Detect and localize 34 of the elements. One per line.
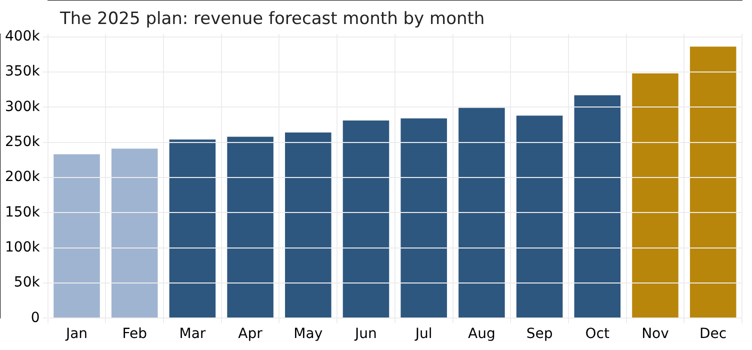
- bar: [342, 120, 390, 318]
- y-tick-label: 150k: [4, 204, 41, 220]
- x-tick-label: Apr: [238, 326, 263, 342]
- x-tick-label: Aug: [468, 326, 496, 342]
- bar: [400, 118, 447, 318]
- bar: [169, 140, 216, 318]
- y-tick-label: 0: [30, 310, 40, 326]
- x-tick-label: Mar: [179, 326, 206, 342]
- x-tick-label: Jul: [414, 326, 432, 342]
- bar: [285, 132, 332, 318]
- bar: [111, 148, 158, 318]
- chart-title: The 2025 plan: revenue forecast month by month: [60, 9, 485, 29]
- bar: [632, 73, 678, 318]
- x-tick-label: Oct: [585, 326, 610, 342]
- x-tick-label: Nov: [642, 326, 669, 342]
- y-tick-label: 50k: [14, 274, 41, 291]
- bar: [54, 154, 100, 318]
- bar: [227, 136, 274, 318]
- x-tick-label: May: [294, 326, 323, 342]
- x-tick-label: Jun: [354, 326, 377, 342]
- bar: [458, 108, 505, 318]
- y-tick-label: 250k: [4, 134, 41, 150]
- y-tick-label: 350k: [4, 64, 41, 80]
- y-tick-label: 200k: [4, 169, 41, 186]
- y-tick-label: 100k: [4, 239, 41, 256]
- bar: [690, 46, 736, 318]
- x-tick-label: Feb: [122, 326, 148, 342]
- x-tick-label: Jan: [64, 326, 88, 342]
- bar: [516, 116, 563, 318]
- bar: [574, 95, 621, 318]
- y-tick-label: 400k: [4, 28, 41, 44]
- x-tick-label: Sep: [526, 326, 553, 342]
- x-tick-label: Dec: [700, 326, 727, 342]
- y-tick-label: 300k: [4, 98, 41, 115]
